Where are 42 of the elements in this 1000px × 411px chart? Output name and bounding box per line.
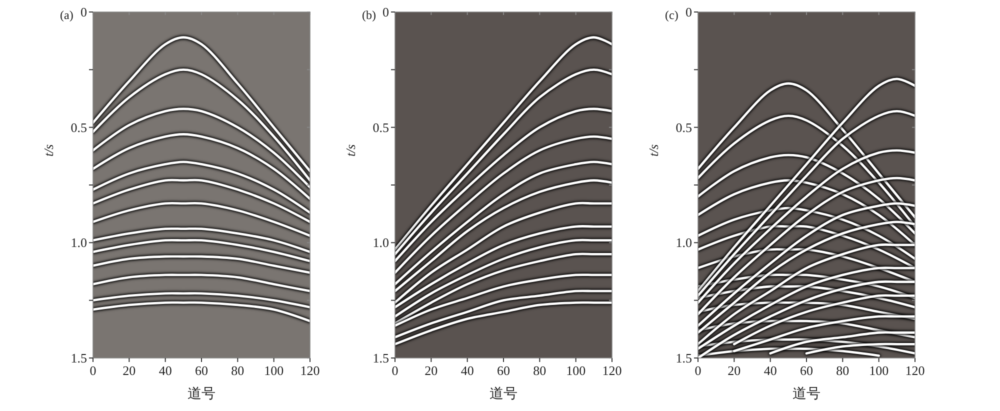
- x-tick-label: 0: [392, 363, 398, 378]
- y-tick-label: 0.5: [70, 120, 87, 135]
- x-tick-label: 40: [764, 363, 777, 378]
- y-axis-title: t/s: [41, 144, 56, 157]
- y-tick-label: 1.5: [676, 350, 692, 366]
- y-tick-label: 0: [80, 4, 87, 20]
- x-axis-title: 道号: [188, 386, 216, 402]
- x-tick-label: 0: [694, 363, 702, 378]
- y-tick-label: 1.0: [676, 235, 692, 250]
- x-tick-label: 0: [90, 363, 96, 378]
- x-tick-label: 80: [533, 363, 546, 378]
- x-tick-label: 120: [300, 363, 320, 378]
- x-tick-label: 80: [231, 363, 244, 378]
- x-tick-label: 20: [424, 363, 438, 378]
- x-tick-label: 40: [158, 363, 172, 378]
- x-tick-label: 40: [460, 363, 474, 378]
- x-tick-label: 20: [122, 363, 136, 378]
- y-axis-title: t/s: [646, 144, 661, 157]
- x-tick-label: 60: [800, 363, 813, 378]
- x-tick-label: 60: [195, 363, 208, 378]
- x-tick-label: 100: [264, 363, 284, 378]
- x-tick-label: 120: [905, 363, 925, 378]
- y-tick-label: 1.0: [372, 235, 389, 250]
- x-axis-title: 道号: [792, 386, 820, 402]
- chart-title: (c): [665, 8, 678, 22]
- y-tick-label: 0: [382, 4, 389, 20]
- y-tick-label: 1.0: [70, 235, 87, 250]
- x-tick-label: 80: [836, 363, 850, 378]
- y-tick-label: 0.5: [372, 120, 389, 135]
- y-axis-title: t/s: [343, 144, 358, 157]
- chart-title: (a): [60, 8, 74, 22]
- y-tick-label: 0.5: [676, 120, 692, 135]
- chart-title: (b): [362, 8, 376, 22]
- x-tick-label: 100: [869, 363, 889, 378]
- y-tick-label: 1.5: [70, 350, 87, 366]
- x-tick-label: 20: [728, 363, 741, 378]
- x-axis-title: 道号: [490, 386, 518, 402]
- x-tick-label: 60: [497, 363, 510, 378]
- x-tick-label: 120: [602, 363, 622, 378]
- y-tick-label: 0: [686, 4, 692, 20]
- x-tick-label: 100: [566, 363, 586, 378]
- y-tick-label: 1.5: [372, 350, 389, 366]
